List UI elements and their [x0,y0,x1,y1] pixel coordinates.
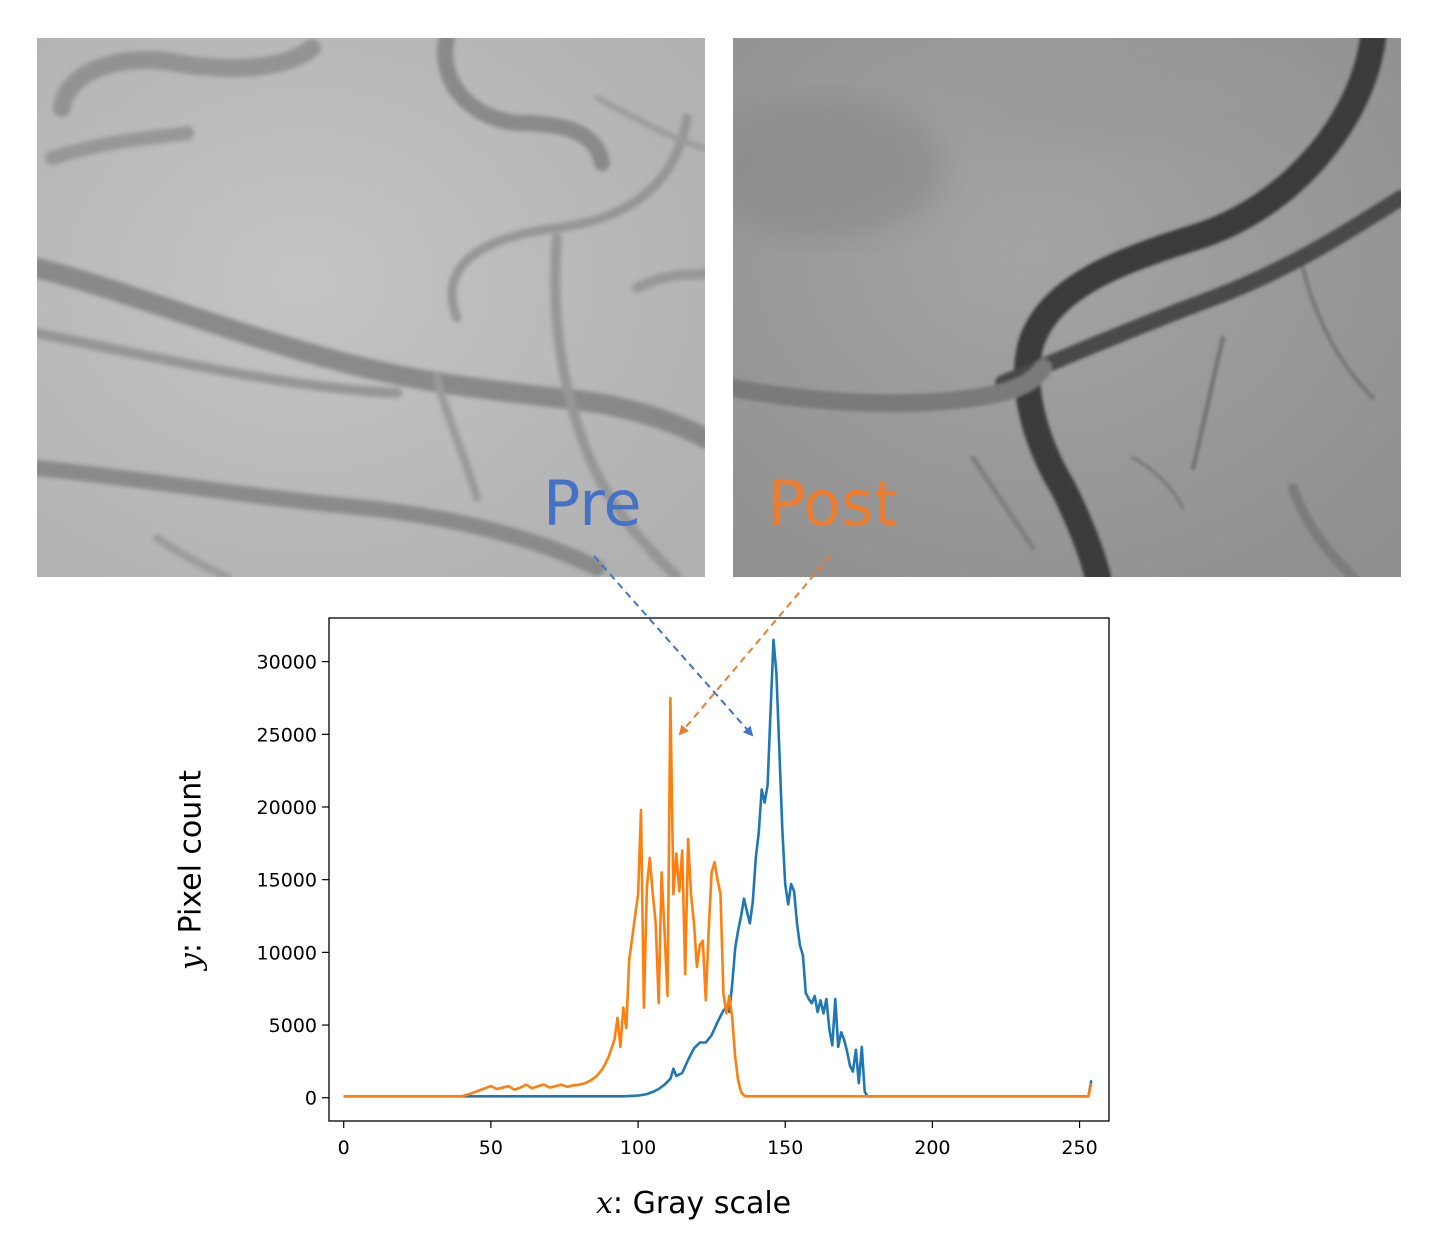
x-axis-label: x: Gray scale [596,1186,791,1221]
x-tick-label-200: 200 [914,1137,950,1159]
x-axis-variable: x [596,1186,613,1221]
pre-arrow [593,555,754,737]
post-arrow [678,555,831,736]
pre-label: Pre [543,467,642,540]
y-tick-label-30000: 30000 [257,652,317,674]
x-tick-label-0: 0 [338,1137,350,1159]
pre-vessel-image [37,38,705,577]
y-tick-label-15000: 15000 [257,870,317,892]
y-tick-label-20000: 20000 [257,797,317,819]
plot-frame [328,617,1110,1122]
y-axis-variable: y [173,953,209,971]
x-tick-label-100: 100 [620,1137,656,1159]
series-line-1 [343,638,1093,1098]
post-label: Post [768,467,898,540]
y-tick-label-5000: 5000 [269,1015,317,1037]
y-tick-label-25000: 25000 [257,724,317,746]
post-vessel-image [733,38,1401,577]
x-tick-label-250: 250 [1061,1137,1097,1159]
x-axis-text: : Gray scale [612,1186,792,1221]
y-tick-label-0: 0 [305,1088,317,1110]
y-axis-label: y: Pixel count [174,770,209,970]
pre-image-panel [37,38,705,577]
y-axis-text: : Pixel count [173,769,209,954]
post-image-panel [733,38,1401,577]
x-tick-label-50: 50 [479,1137,503,1159]
series-line-2 [343,696,1093,1098]
y-tick-label-10000: 10000 [257,942,317,964]
x-tick-label-150: 150 [767,1137,803,1159]
